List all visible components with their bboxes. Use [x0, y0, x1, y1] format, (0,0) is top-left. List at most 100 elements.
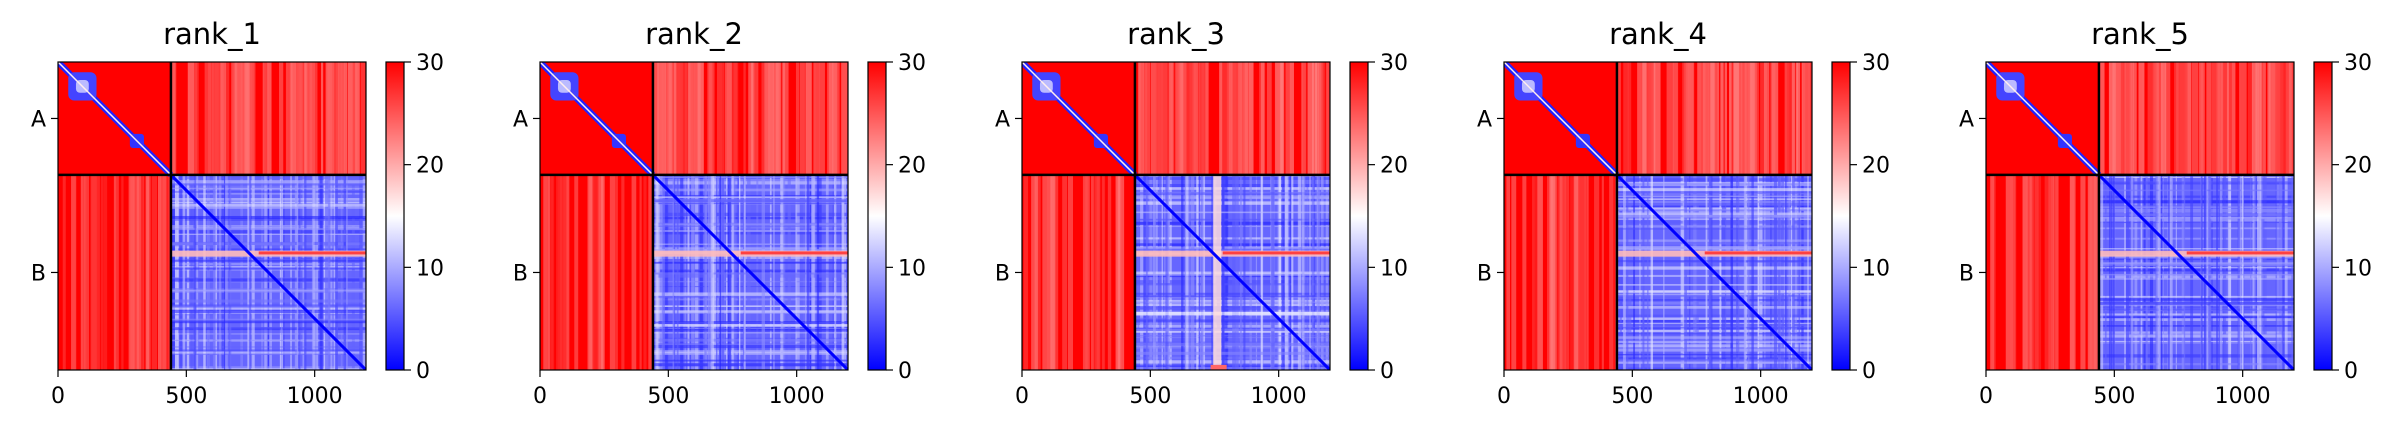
heatmap-stripe [1138, 62, 1144, 175]
heatmap-texture [170, 258, 366, 261]
heatmap-stripe [615, 174, 618, 370]
heatmap-texture [1616, 329, 1812, 332]
heatmap-stripe [1120, 174, 1124, 370]
heatmap-texture [717, 174, 720, 370]
heatmap-stripe [1666, 62, 1673, 175]
heatmap-texture [2098, 267, 2294, 271]
heatmap-stripe [252, 62, 256, 175]
heatmap-texture [2190, 174, 2194, 370]
heatmap-texture [2098, 255, 2294, 259]
heatmap-texture [1616, 333, 1812, 335]
heatmap-texture [1134, 192, 1330, 195]
y-tick-label: A [995, 107, 1010, 132]
heatmap-texture [2098, 315, 2294, 319]
chain-a-diagonal-edge [1022, 62, 1136, 176]
heatmap-texture [2098, 181, 2294, 185]
heatmap-texture [343, 174, 346, 370]
heatmap-texture [1152, 174, 1156, 370]
heatmap-stripe [297, 62, 303, 175]
heatmap-texture [2291, 174, 2294, 370]
heatmap-texture [170, 198, 366, 201]
heatmap-texture [761, 174, 765, 370]
heatmap-texture [691, 174, 695, 370]
heatmap-texture [170, 263, 366, 266]
heatmap-texture [170, 218, 366, 221]
heatmap-stripe [2270, 62, 2276, 175]
colorbar-scale [2313, 61, 2333, 371]
heatmap-texture [1616, 326, 1812, 329]
heatmap-texture [2098, 297, 2294, 301]
panel-title: rank_5 [2091, 17, 2189, 51]
heatmap-texture [1807, 174, 1809, 370]
heatmap-texture [1221, 174, 1225, 370]
heatmap-stripe [551, 174, 555, 370]
heatmap-texture [2204, 174, 2206, 370]
heatmap-texture [730, 174, 733, 370]
heatmap-stripe [1537, 174, 1543, 370]
heatmap-stripe [1559, 174, 1563, 370]
heatmap-texture [1196, 174, 1199, 370]
heatmap-stripe [1754, 62, 1757, 175]
heatmap-stripe [321, 62, 324, 175]
heatmap-stripe [1511, 174, 1517, 370]
heatmap-texture [170, 329, 366, 333]
heatmap-texture [213, 174, 216, 370]
heatmap-texture [704, 174, 707, 370]
colorbar: 0 10 20 30 [1349, 51, 1408, 384]
heatmap-texture [170, 304, 366, 308]
heatmap-texture [1134, 319, 1330, 323]
heatmap-texture [1301, 174, 1305, 370]
heatmap-texture [170, 288, 366, 291]
heatmap-texture [652, 343, 848, 346]
heatmap-texture [652, 305, 848, 307]
heatmap-texture [2139, 174, 2141, 370]
x-tick-label: 1000 [2215, 384, 2271, 409]
heatmap-texture [2223, 174, 2227, 370]
heatmap-texture [841, 174, 845, 370]
heatmap-texture [652, 344, 848, 349]
heatmap-stripe [312, 62, 318, 175]
pae-panel-5: rank_5 0 500 1000 A B 0 10 20 30 [1959, 17, 2372, 409]
heatmap-texture [756, 174, 759, 370]
heatmap-texture [2098, 340, 2294, 344]
heatmap-stripe [2035, 174, 2042, 370]
heatmap-stripe [84, 174, 88, 370]
heatmap-stripe [1561, 174, 1566, 370]
heatmap-texture [684, 174, 687, 370]
colorbar-tick-label: 20 [898, 154, 926, 179]
heatmap-texture [2098, 237, 2294, 240]
heatmap-texture [290, 174, 292, 370]
heatmap-texture [2098, 217, 2294, 219]
heatmap-texture [2098, 296, 2294, 298]
heatmap-texture [699, 174, 703, 370]
heatmap-texture [1616, 336, 1812, 339]
heatmap-texture [1798, 174, 1801, 370]
heatmap-stripe [724, 62, 732, 175]
heatmap-texture [2098, 176, 2294, 179]
x-tick-label: 0 [51, 384, 65, 409]
heatmap-stripe [2217, 62, 2223, 175]
heatmap-texture [311, 174, 315, 370]
heatmap-texture [170, 306, 366, 310]
heatmap-texture [1616, 201, 1812, 203]
heatmap-stripe [2174, 62, 2178, 175]
heatmap-stripe [1756, 62, 1759, 175]
heatmap-texture [222, 174, 224, 370]
heatmap-texture [1719, 174, 1722, 370]
heatmap-band [1210, 364, 1227, 370]
heatmap-stripe [556, 174, 560, 370]
heatmap-stripe [2220, 62, 2224, 175]
colorbar-scale [385, 61, 405, 371]
heatmap-texture [2125, 174, 2130, 370]
heatmap-stripe [304, 62, 308, 175]
heatmap-stripe [336, 62, 342, 175]
heatmap-texture [2098, 195, 2294, 198]
heatmap-texture [726, 174, 728, 370]
heatmap-texture [2155, 174, 2158, 370]
colorbar: 0 10 20 30 [2313, 51, 2372, 384]
heatmap-stripe [1178, 62, 1184, 175]
heatmap-stripe [121, 174, 124, 370]
pae-heatmap [540, 62, 848, 370]
heatmap-texture [652, 328, 848, 332]
